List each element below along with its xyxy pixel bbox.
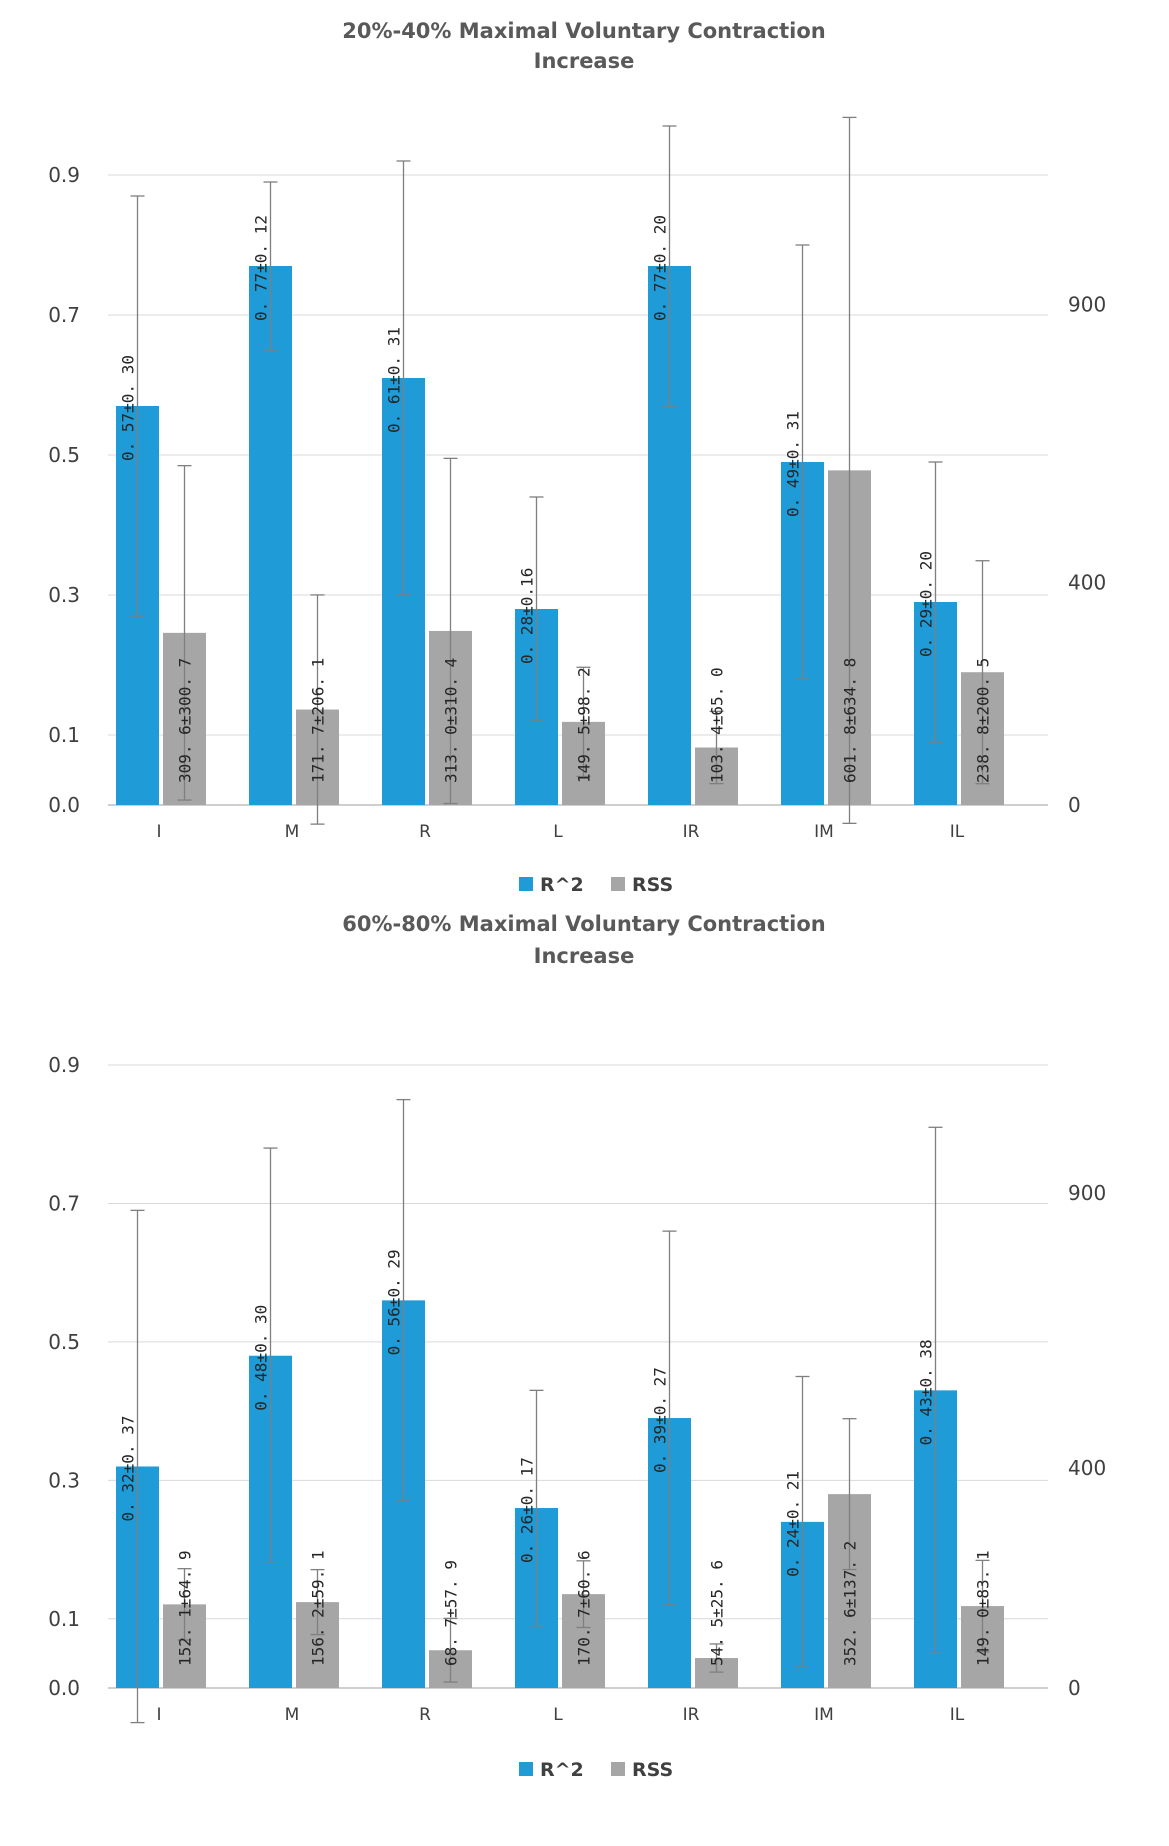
chart-panel-2: 60%-80% Maximal Voluntary Contraction Inc… — [48, 912, 1106, 1781]
x-tick-label: M — [285, 1705, 300, 1725]
x-tick-label: IL — [950, 1705, 965, 1725]
x-tick-label: I — [156, 1705, 161, 1725]
legend-label: RSS — [632, 874, 673, 896]
chart-title-line-1: 60%-80% Maximal Voluntary Contraction — [342, 912, 826, 936]
legend-swatch — [519, 1762, 533, 1776]
y-left-tick-label: 0.7 — [48, 303, 80, 327]
y-right-tick-label: 900 — [1068, 293, 1106, 317]
data-label: 0. 29±0. 20 — [917, 551, 936, 657]
y-right-tick-label: 0 — [1068, 793, 1081, 817]
legend-label: R^2 — [540, 874, 584, 896]
data-label: 0. 39±0. 27 — [651, 1367, 670, 1473]
data-label: 54. 5±25. 6 — [708, 1560, 727, 1666]
data-label: 313. 0±310. 4 — [442, 658, 461, 783]
x-tick-label: IR — [683, 1705, 700, 1725]
y-left-tick-label: 0.0 — [48, 1676, 80, 1700]
data-label: 149. 0±83. 1 — [974, 1550, 993, 1666]
legend-label: R^2 — [540, 1759, 584, 1781]
y-right-tick-label: 900 — [1068, 1181, 1106, 1205]
y-left-tick-label: 0.7 — [48, 1191, 80, 1215]
data-label: 171. 7±206. 1 — [309, 658, 328, 783]
y-left-tick-label: 0.9 — [48, 1053, 80, 1077]
data-label: 0. 57±0. 30 — [119, 355, 138, 461]
data-label: 0. 61±0. 31 — [385, 327, 404, 433]
y-left-tick-label: 0.5 — [48, 443, 80, 467]
chart-title-line-1: 20%-40% Maximal Voluntary Contraction — [342, 19, 826, 43]
x-tick-label: I — [156, 822, 161, 842]
y-right-tick-label: 400 — [1068, 571, 1106, 595]
x-tick-label: IR — [683, 822, 700, 842]
data-label: 103. 4±65. 0 — [708, 667, 727, 783]
x-tick-label: R — [419, 1705, 431, 1725]
y-left-tick-label: 0.1 — [48, 1607, 80, 1631]
data-label: 0. 77±0. 20 — [651, 215, 670, 321]
y-left-tick-label: 0.5 — [48, 1330, 80, 1354]
x-tick-label: L — [553, 822, 563, 842]
data-label: 152. 1±64. 9 — [176, 1550, 195, 1666]
data-label: 0. 24±0. 21 — [784, 1471, 803, 1577]
chart-title-line-2: Increase — [534, 49, 635, 73]
legend-swatch — [611, 877, 625, 891]
data-label: 0. 49±0. 31 — [784, 411, 803, 517]
x-tick-label: L — [553, 1705, 563, 1725]
y-left-tick-label: 0.1 — [48, 723, 80, 747]
data-label: 170. 7±60. 6 — [575, 1550, 594, 1666]
data-label: 0. 32±0. 37 — [119, 1416, 138, 1522]
chart-title-line-2: Increase — [534, 944, 635, 968]
x-tick-label: R — [419, 822, 431, 842]
x-tick-label: M — [285, 822, 300, 842]
y-right-tick-label: 400 — [1068, 1456, 1106, 1480]
data-label: 601. 8±634. 8 — [841, 658, 860, 783]
data-label: 309. 6±300. 7 — [176, 658, 195, 783]
x-tick-label: IL — [950, 822, 965, 842]
y-left-tick-label: 0.0 — [48, 793, 80, 817]
data-label: 156. 2±59. 1 — [309, 1550, 328, 1666]
data-label: 238. 8±200. 5 — [974, 658, 993, 783]
legend-label: RSS — [632, 1759, 673, 1781]
legend-swatch — [611, 1762, 625, 1776]
x-tick-label: IM — [814, 822, 834, 842]
y-left-tick-label: 0.3 — [48, 583, 80, 607]
y-left-tick-label: 0.9 — [48, 163, 80, 187]
chart-panel-1: 20%-40% Maximal Voluntary Contraction Inc… — [48, 19, 1106, 896]
data-label: 0. 26±0. 17 — [518, 1457, 537, 1563]
data-label: 0. 28±0.16 — [518, 568, 537, 664]
data-label: 0. 77±0. 12 — [252, 215, 271, 321]
y-left-tick-label: 0.3 — [48, 1468, 80, 1492]
data-label: 352. 6±137. 2 — [841, 1541, 860, 1666]
legend-swatch — [519, 877, 533, 891]
y-right-tick-label: 0 — [1068, 1676, 1081, 1700]
bar-r2 — [249, 266, 292, 805]
data-label: 0. 48±0. 30 — [252, 1305, 271, 1411]
data-label: 0. 43±0. 38 — [917, 1339, 936, 1445]
data-label: 149. 5±98. 2 — [575, 667, 594, 783]
data-label: 68. 7±57. 9 — [442, 1560, 461, 1666]
x-tick-label: IM — [814, 1705, 834, 1725]
data-label: 0. 56±0. 29 — [385, 1249, 404, 1355]
